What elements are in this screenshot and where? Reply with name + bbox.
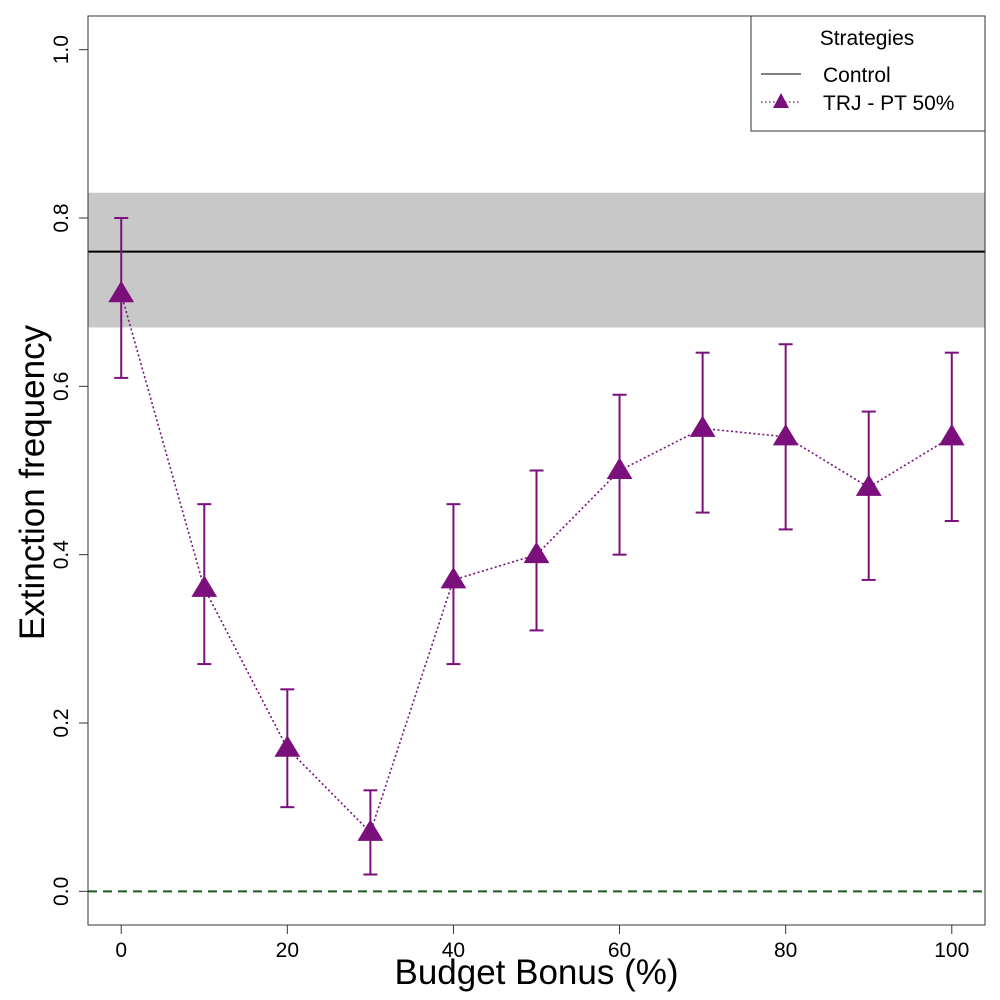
y-tick-label: 0.4 [50, 540, 73, 570]
y-tick-label: 0.0 [50, 877, 73, 906]
legend-control-label: Control [823, 64, 891, 87]
data-point [523, 541, 550, 564]
x-tick-label: 80 [774, 939, 797, 962]
data-point [689, 415, 716, 437]
x-axis-title: Budget Bonus (%) [394, 953, 678, 992]
data-point [772, 423, 799, 446]
legend: Strategies Control TRJ - PT 50% [750, 15, 986, 132]
data-point [191, 575, 218, 597]
series-layer [108, 217, 965, 876]
y-axis: 0.0 0.2 0.4 0.6 0.8 1.0 [50, 35, 88, 906]
legend-series-marker [773, 93, 789, 108]
x-tick-label: 40 [442, 939, 465, 962]
plot-frame [87, 15, 986, 926]
legend-series-label: TRJ - PT 50% [823, 92, 954, 115]
y-tick-label: 0.6 [50, 372, 73, 401]
series-line-0 [120, 293, 953, 834]
x-tick-label: 0 [115, 939, 127, 962]
control-band-layer [88, 192, 985, 328]
y-tick-label: 0.8 [50, 203, 73, 232]
y-tick-label: 1.0 [50, 35, 73, 64]
y-tick-label: 0.2 [50, 708, 73, 737]
x-tick-label: 100 [934, 939, 969, 962]
data-point [108, 280, 135, 303]
data-point [440, 566, 467, 589]
data-point [357, 819, 384, 841]
data-point [274, 735, 301, 757]
control-band [88, 192, 985, 328]
data-point [606, 457, 633, 479]
x-tick-label: 20 [276, 939, 299, 962]
x-tick-label: 60 [608, 939, 631, 962]
data-point [855, 474, 882, 496]
data-point [938, 423, 965, 446]
legend-title: Strategies [820, 27, 915, 50]
x-axis: 0 20 40 60 80 100 [115, 925, 969, 962]
y-axis-title: Extinction frequency [13, 324, 52, 640]
